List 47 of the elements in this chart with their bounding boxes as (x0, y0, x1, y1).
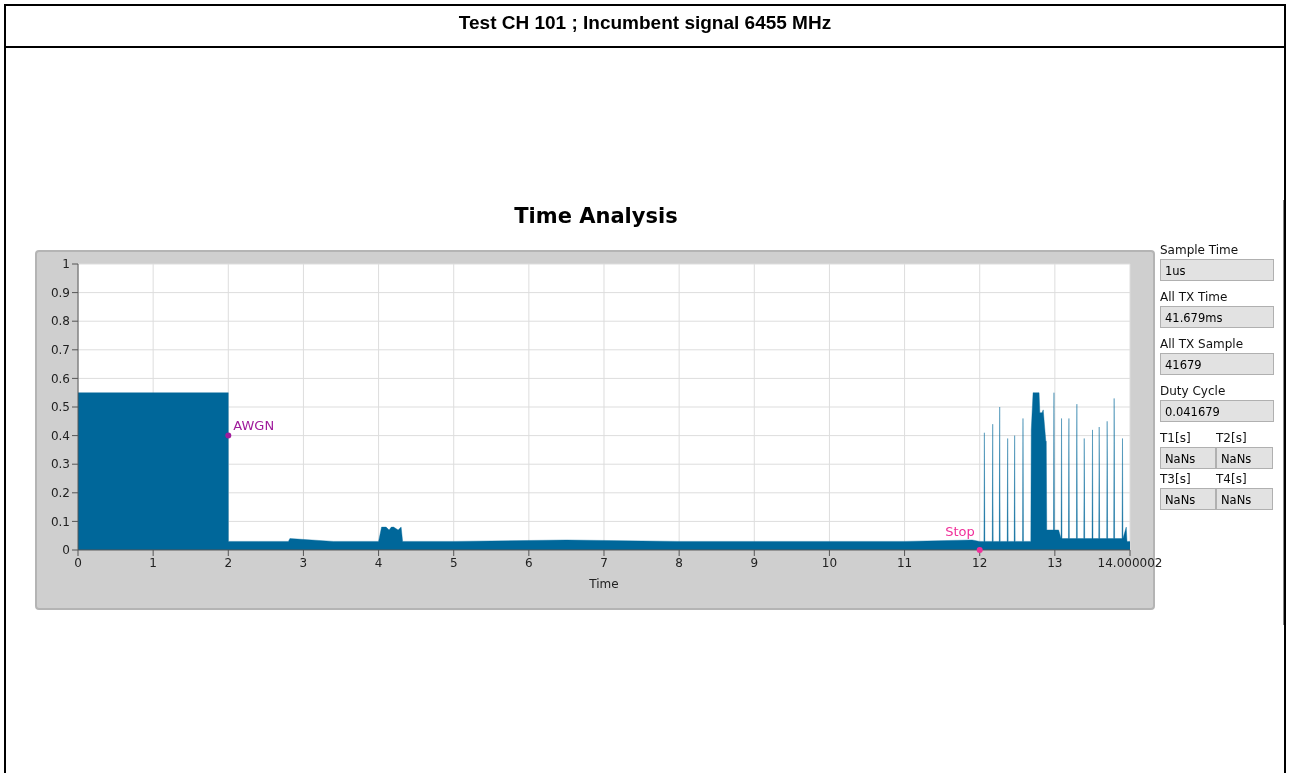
text: 0.041679 (1160, 400, 1274, 422)
text: NaNs (1216, 488, 1273, 510)
chart-title: Test CH 101 ; Incumbent signal 6455 MHz (457, 12, 833, 34)
x-tick-label: 5 (449, 555, 458, 570)
x-tick-label: 0 (74, 555, 82, 570)
x-tick-label: 4 (374, 555, 383, 570)
x-tick-label: 9 (750, 555, 759, 570)
text: T1[s] (1160, 430, 1192, 446)
text: T3[s] (1160, 471, 1192, 487)
text: 41.679ms (1160, 306, 1274, 328)
y-tick-label: 0.1 (50, 514, 70, 529)
x-tick-label: 7 (600, 555, 608, 570)
y-tick-label: 0.6 (50, 371, 70, 386)
text: NaNs (1160, 447, 1216, 469)
y-tick-label: 0.3 (50, 457, 70, 472)
y-tick-label: 0.7 (50, 343, 70, 358)
y-tick-label: 0.8 (50, 314, 70, 329)
text: T2[s] (1216, 430, 1247, 446)
x-tick-label: 11 (896, 555, 913, 570)
text: Sample Time (1160, 242, 1240, 258)
x-tick-label: 13 (1047, 555, 1063, 570)
x-axis-title: Time (588, 577, 619, 591)
x-tick-label: 14.000002 (1097, 555, 1163, 570)
y-tick-label: 0.9 (50, 285, 70, 300)
x-tick-label: 6 (525, 555, 533, 570)
text: T4[s] (1216, 471, 1247, 487)
text: NaNs (1160, 488, 1216, 510)
annotation: Stop (945, 524, 975, 539)
y-tick-label: 1 (62, 257, 70, 272)
text: 1us (1160, 259, 1274, 281)
text: All TX Sample (1160, 336, 1245, 352)
x-tick-label: 1 (149, 555, 157, 570)
x-tick-label: 2 (224, 555, 233, 570)
x-tick-label: 3 (299, 555, 308, 570)
x-tick-label: 12 (972, 555, 988, 570)
y-tick-label: 0.5 (50, 400, 70, 415)
text: All TX Time (1160, 289, 1229, 305)
text: Duty Cycle (1160, 383, 1227, 399)
y-tick-label: 0.2 (50, 486, 70, 501)
x-tick-label: 8 (675, 555, 683, 570)
y-tick-label: 0.4 (50, 428, 70, 443)
annotation: AWGN (233, 417, 275, 433)
text: 41679 (1160, 353, 1274, 375)
text: NaNs (1216, 447, 1273, 469)
chart-subtitle: Time Analysis (513, 204, 679, 228)
x-tick-label: 10 (821, 555, 838, 570)
y-tick-label: 0 (62, 543, 70, 558)
